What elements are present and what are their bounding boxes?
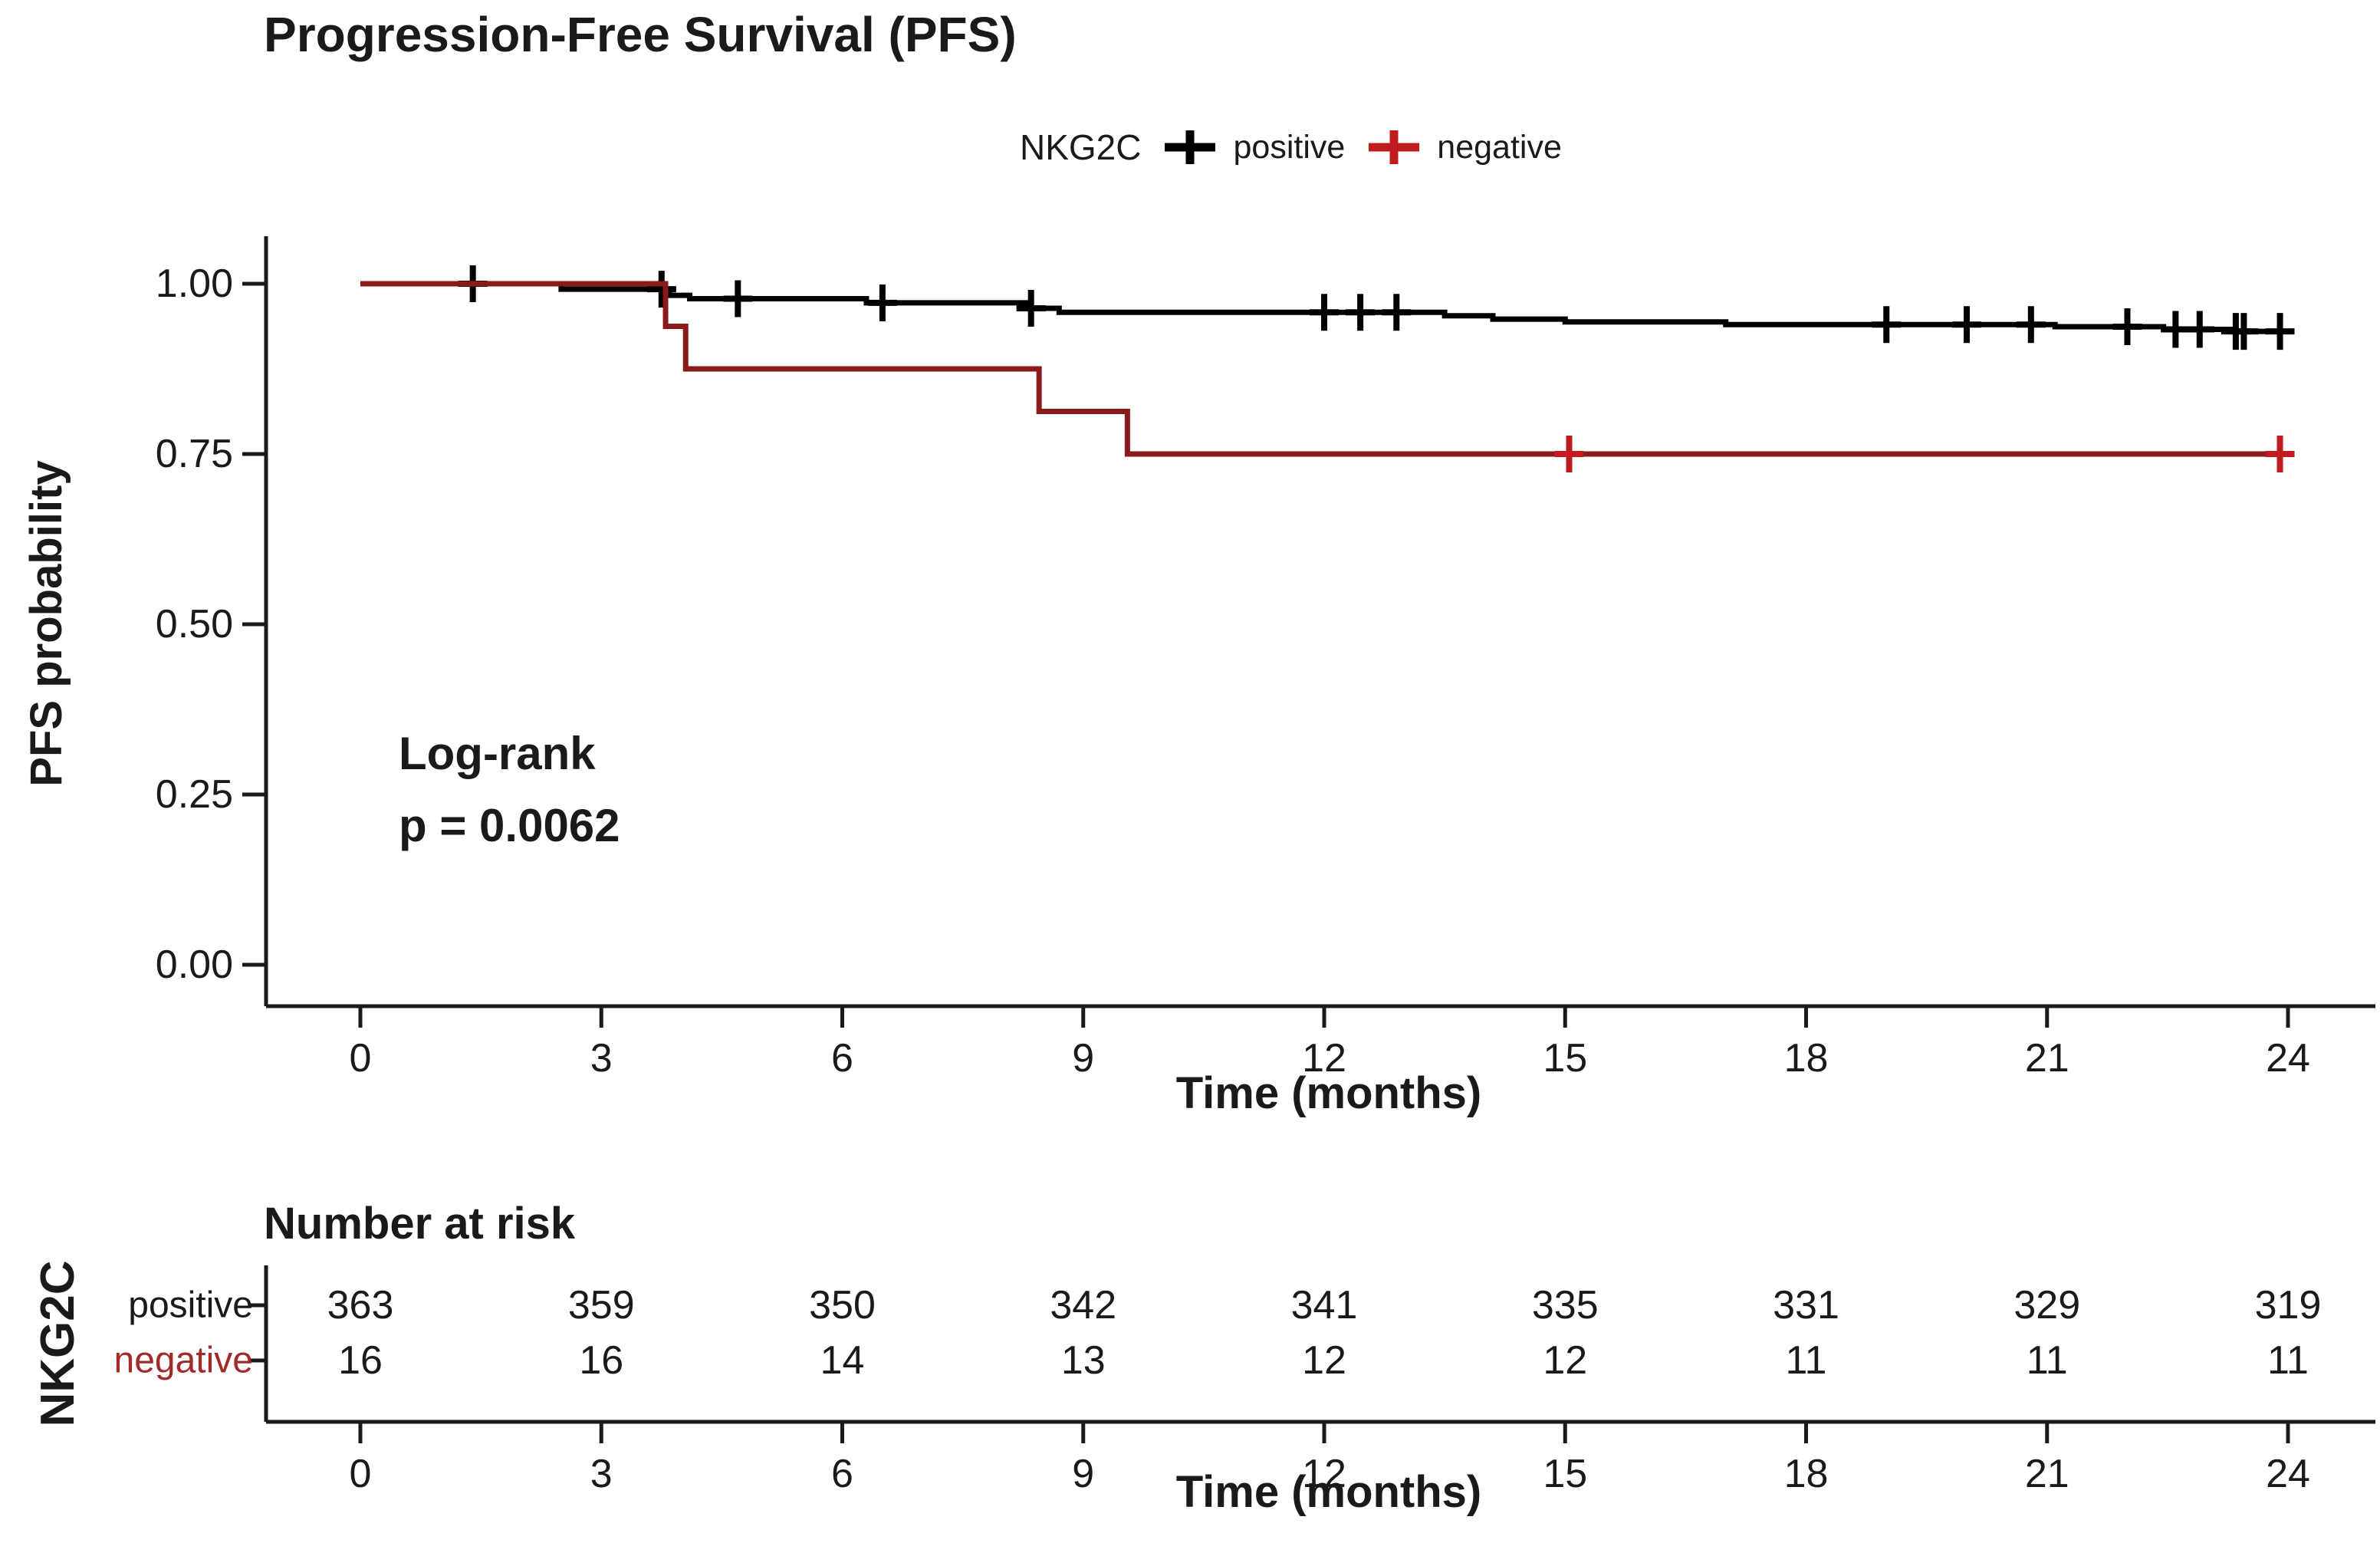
x-tick-label: 9 — [1072, 1036, 1094, 1081]
risk-value: 14 — [820, 1338, 865, 1383]
risk-x-tick-label: 18 — [1784, 1452, 1829, 1496]
positive-censor-icon — [1165, 130, 1216, 164]
negative-censor-icon — [1369, 130, 1420, 164]
risk-value: 329 — [2013, 1283, 2080, 1328]
y-tick-label: 0.75 — [156, 432, 233, 476]
risk-table-heading: Number at risk — [264, 1199, 576, 1249]
x-tick-label: 15 — [1543, 1036, 1587, 1081]
risk-value: 11 — [1786, 1338, 1827, 1383]
risk-value: 16 — [579, 1338, 623, 1383]
risk-row-label-positive: positive — [128, 1285, 253, 1326]
risk-value: 335 — [1532, 1283, 1599, 1328]
survival-curve-positive — [360, 281, 2284, 334]
risk-value: 363 — [327, 1283, 394, 1328]
legend-group-label: NKG2C — [1020, 127, 1142, 167]
legend-item-negative: negative — [1365, 126, 1562, 169]
x-tick-label: 0 — [350, 1036, 372, 1081]
risk-table-x-axis-title: Time (months) — [1175, 1467, 1482, 1517]
survival-curve-negative — [360, 281, 2288, 457]
risk-value: 11 — [2027, 1338, 2068, 1383]
risk-x-tick-label: 21 — [2025, 1452, 2069, 1496]
risk-value: 13 — [1061, 1338, 1106, 1383]
risk-value: 331 — [1773, 1283, 1839, 1328]
risk-x-tick-label: 12 — [1302, 1452, 1346, 1496]
risk-x-tick-label: 24 — [2266, 1452, 2310, 1496]
risk-value: 350 — [809, 1283, 876, 1328]
y-tick-label: 0.50 — [156, 602, 233, 646]
risk-row-label-negative: negative — [114, 1341, 253, 1381]
risk-value: 319 — [2255, 1283, 2322, 1328]
x-tick-label: 6 — [831, 1036, 853, 1081]
y-tick-label: 0.00 — [156, 943, 233, 987]
risk-value: 11 — [2267, 1338, 2309, 1383]
x-tick-label: 12 — [1302, 1036, 1346, 1081]
x-tick-label: 24 — [2266, 1036, 2310, 1081]
legend-item-positive: positive — [1161, 126, 1345, 169]
logrank-annotation-line2: p = 0.0062 — [399, 800, 620, 851]
x-tick-label: 21 — [2025, 1036, 2069, 1081]
risk-value: 341 — [1291, 1283, 1358, 1328]
risk-x-tick-label: 0 — [350, 1452, 372, 1496]
x-tick-label: 18 — [1784, 1036, 1829, 1081]
risk-x-tick-label: 3 — [590, 1452, 613, 1496]
legend-item-label: negative — [1437, 128, 1562, 166]
risk-x-tick-label: 15 — [1543, 1452, 1587, 1496]
x-axis-title: Time (months) — [1175, 1068, 1482, 1118]
y-tick-label: 1.00 — [156, 262, 233, 306]
risk-value: 12 — [1543, 1338, 1587, 1383]
risk-x-tick-label: 9 — [1072, 1452, 1094, 1496]
legend-item-label: positive — [1233, 128, 1346, 166]
risk-value: 16 — [338, 1338, 383, 1383]
legend: NKG2C positive negative — [1020, 126, 1562, 169]
risk-value: 342 — [1050, 1283, 1116, 1328]
risk-value: 12 — [1302, 1338, 1346, 1383]
logrank-annotation-line1: Log-rank — [399, 728, 596, 779]
risk-value: 359 — [568, 1283, 635, 1328]
risk-x-tick-label: 6 — [831, 1452, 853, 1496]
x-tick-label: 3 — [590, 1036, 613, 1081]
chart-title: Progression-Free Survival (PFS) — [264, 7, 1017, 62]
y-tick-label: 0.25 — [156, 772, 233, 817]
